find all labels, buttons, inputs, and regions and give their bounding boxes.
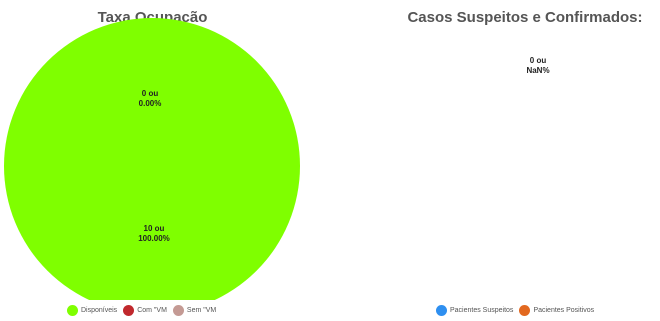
legend-item-positivos[interactable]: Pacientes Positivos xyxy=(519,305,594,316)
data-label-percent: 0.00% xyxy=(138,99,162,108)
legend-item-disponiveis[interactable]: Disponíveis xyxy=(67,305,117,316)
pie-data-label-com-vm: 0 ou 0.00% xyxy=(120,89,180,109)
pie-slice-dispon-veis[interactable] xyxy=(4,18,300,300)
legend-label: Pacientes Positivos xyxy=(533,307,595,314)
legend-swatch-icon xyxy=(519,305,531,316)
legend-item-sem-vm[interactable]: Sem "VM xyxy=(172,305,217,316)
legend-item-suspeitos[interactable]: Pacientes Suspeitos xyxy=(436,305,513,316)
legend-casos: Pacientes Suspeitos Pacientes Positivos xyxy=(436,305,600,316)
data-label-count: 0 ou xyxy=(529,56,547,65)
legend-ocupacao: Disponíveis Com "VM Sem "VM xyxy=(67,305,222,316)
pie-data-label-disponiveis: 10 ou 100.00% xyxy=(124,224,184,244)
data-label-percent: NaN% xyxy=(526,66,550,75)
legend-label: Disponíveis xyxy=(81,307,118,314)
legend-label: Pacientes Suspeitos xyxy=(450,307,514,314)
legend-swatch-icon xyxy=(436,305,447,316)
legend-swatch-icon xyxy=(67,305,78,316)
legend-swatch-icon xyxy=(123,305,135,316)
data-label-percent: 100.00% xyxy=(138,234,170,243)
data-label-count: 10 ou xyxy=(143,224,165,233)
legend-swatch-icon xyxy=(172,305,184,316)
legend-item-com-vm[interactable]: Com "VM xyxy=(123,305,167,316)
pie-data-label-casos: 0 ou NaN% xyxy=(508,56,568,76)
legend-label: Sem "VM xyxy=(186,307,217,314)
data-label-count: 0 ou xyxy=(141,89,159,98)
chart-title-casos: Casos Suspeitos e Confirmados: xyxy=(407,9,643,26)
legend-label: Com "VM xyxy=(137,307,167,314)
pie-chart-ocupacao xyxy=(4,18,300,300)
